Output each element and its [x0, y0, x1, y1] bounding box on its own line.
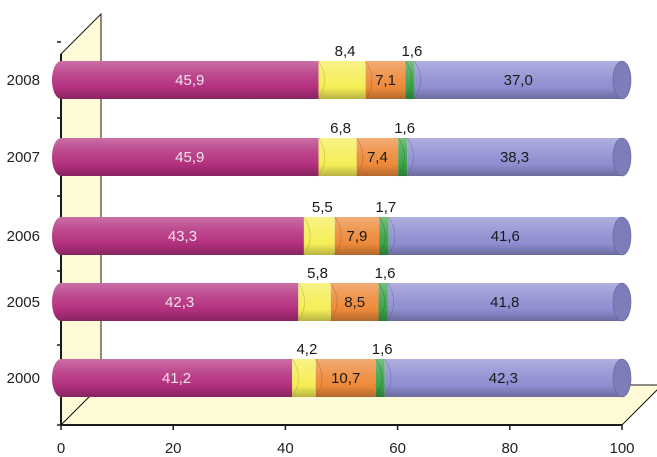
bar-segment [378, 283, 388, 321]
segment-divider [298, 282, 305, 322]
bar-segment [61, 138, 319, 176]
segment-divider [365, 60, 373, 100]
data-label: 8,5 [344, 294, 365, 311]
data-label: 42,3 [165, 294, 194, 311]
segment-divider [315, 358, 323, 398]
segment-divider [405, 60, 413, 100]
data-label: 1,6 [375, 265, 396, 282]
x-tick-label: 40 [277, 440, 294, 457]
bar-segment [388, 217, 622, 255]
bar-segment [61, 359, 293, 397]
x-tick-label: 0 [57, 440, 65, 457]
y-category-label: 2005 [7, 294, 40, 311]
data-label: 41,2 [162, 370, 191, 387]
segment-divider [318, 60, 326, 100]
data-labels: 41,2 4,2 10,7 1,6 42,3 42,3 5,8 8,5 1,6 41,8 43,3 5… [162, 43, 533, 387]
data-label: 45,9 [175, 149, 204, 166]
segment-divider [384, 358, 392, 398]
bar-segment [298, 283, 331, 321]
data-label: 5,8 [307, 265, 328, 282]
segment-divider [388, 216, 396, 256]
bar-segment [334, 217, 380, 255]
data-label: 4,2 [296, 341, 317, 358]
bar-segment [356, 138, 399, 176]
data-label: 7,9 [346, 228, 367, 245]
data-label: 10,7 [331, 370, 360, 387]
bar-segment [292, 359, 316, 397]
segment-divider [378, 282, 386, 322]
data-label: 8,4 [335, 43, 356, 60]
data-label: 1,7 [375, 199, 396, 216]
bar-end-cap [612, 358, 632, 398]
bar-start-cap [52, 138, 70, 176]
y-category-label: 2006 [7, 228, 40, 245]
bar-start-cap [52, 217, 70, 255]
x-tick-label: 100 [609, 440, 634, 457]
data-label: 41,6 [491, 228, 520, 245]
data-label: 1,6 [394, 120, 415, 137]
data-label: 1,6 [372, 341, 393, 358]
segment-divider [387, 282, 395, 322]
bar-end-cap [612, 137, 632, 177]
bar-end-cap [612, 216, 632, 256]
bar-segment [387, 283, 622, 321]
segment-divider [330, 282, 338, 322]
bar-start-cap [52, 283, 70, 321]
bar-segment [330, 283, 379, 321]
y-category-label: 2000 [7, 370, 40, 387]
bar-segment [384, 359, 622, 397]
segment-divider [414, 60, 422, 100]
data-label: 1,6 [402, 43, 423, 60]
x-tick-label: 20 [165, 440, 182, 457]
bars [52, 60, 632, 398]
bar-segment [315, 359, 376, 397]
y-category-label: 2007 [7, 149, 40, 166]
data-label: 5,5 [312, 199, 333, 216]
segment-divider [334, 216, 342, 256]
segment-divider [318, 137, 326, 177]
bar-segment [365, 61, 406, 99]
bar-segment [61, 217, 304, 255]
bar-segment [318, 61, 366, 99]
bar-start-cap [52, 61, 70, 99]
data-label: 45,9 [175, 72, 204, 89]
data-label: 42,3 [489, 370, 518, 387]
y-category-label: 2008 [7, 72, 40, 89]
bar-segment [303, 217, 335, 255]
data-label: 7,1 [375, 72, 396, 89]
bar-segment [61, 283, 299, 321]
bar-segment [405, 61, 415, 99]
bar-start-cap [52, 359, 70, 397]
bar-segment [407, 138, 622, 176]
x-tick-label: 60 [389, 440, 406, 457]
bar-segment [61, 61, 319, 99]
segment-divider [303, 216, 311, 256]
bar-end-cap [612, 282, 632, 322]
bar-segment [375, 359, 385, 397]
segment-divider [356, 137, 364, 177]
bar-segment [318, 138, 357, 176]
bar-segment [398, 138, 408, 176]
data-label: 7,4 [367, 149, 388, 166]
segment-divider [375, 358, 383, 398]
data-label: 37,0 [504, 72, 533, 89]
data-label: 6,8 [330, 120, 351, 137]
segment-divider [291, 358, 299, 398]
bar-end-cap [612, 60, 632, 100]
bar-segment [379, 217, 389, 255]
segment-divider [406, 137, 414, 177]
data-label: 38,3 [500, 149, 529, 166]
x-tick-label: 80 [501, 440, 518, 457]
segment-divider [397, 137, 405, 177]
segment-divider [378, 216, 386, 256]
bar-segment [414, 61, 622, 99]
data-label: 41,8 [490, 294, 519, 311]
data-label: 43,3 [168, 228, 197, 245]
